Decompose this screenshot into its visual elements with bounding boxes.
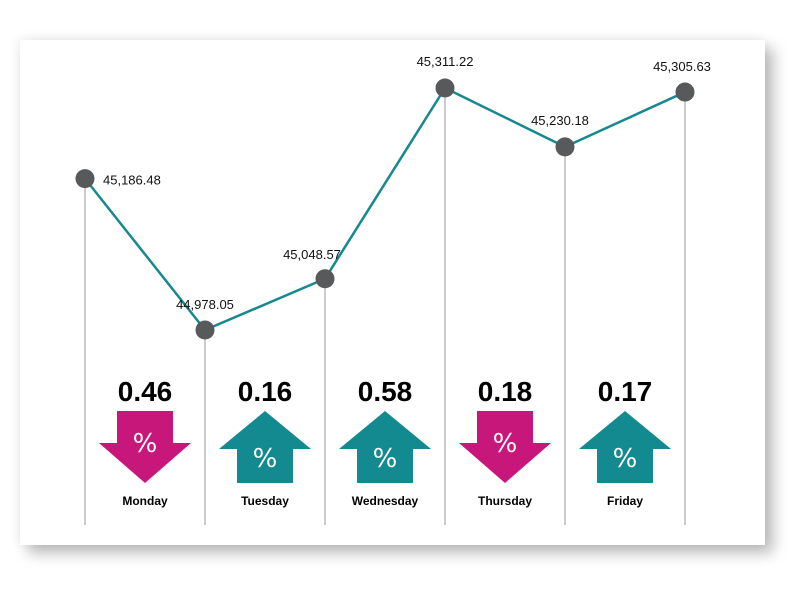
value-label-1: 44,978.05: [176, 297, 234, 312]
change-value: 0.58: [358, 376, 413, 407]
day-label: Thursday: [478, 494, 532, 508]
down-arrow-icon: [99, 411, 191, 483]
day-label: Wednesday: [352, 494, 419, 508]
percent-symbol: %: [253, 444, 278, 474]
up-arrow-icon: [219, 411, 311, 483]
percent-symbol: %: [373, 444, 398, 474]
data-point-1: [195, 320, 215, 340]
change-block-wednesday: 0.58% Wednesday: [339, 376, 431, 508]
change-block-thursday: 0.18% Thursday: [459, 376, 551, 508]
data-point-5: [675, 82, 695, 102]
up-arrow-icon: [339, 411, 431, 483]
value-label-2: 45,048.57: [283, 247, 341, 262]
change-block-tuesday: 0.16% Tuesday: [219, 376, 311, 508]
change-value: 0.17: [598, 376, 653, 407]
value-label-3: 45,311.22: [417, 54, 474, 69]
day-label: Monday: [122, 494, 168, 508]
percent-symbol: %: [613, 444, 638, 474]
data-point-2: [315, 269, 335, 289]
day-label: Tuesday: [241, 494, 289, 508]
change-value: 0.46: [118, 376, 173, 407]
value-label-4: 45,230.18: [531, 113, 589, 128]
down-arrow-icon: [459, 411, 551, 483]
series-line: [84, 86, 686, 332]
percent-symbol: %: [133, 429, 158, 459]
percent-symbol: %: [493, 429, 518, 459]
change-value: 0.16: [238, 376, 293, 407]
change-value: 0.18: [478, 376, 533, 407]
data-point-0: [75, 169, 95, 189]
day-label: Friday: [607, 494, 643, 508]
data-point-3: [435, 78, 455, 98]
change-block-friday: 0.17% Friday: [579, 376, 671, 508]
data-point-4: [555, 137, 575, 157]
change-block-monday: 0.46% Monday: [99, 376, 191, 508]
up-arrow-icon: [579, 411, 671, 483]
value-label-5: 45,305.63: [653, 59, 711, 74]
value-label-0: 45,186.48: [103, 173, 161, 188]
